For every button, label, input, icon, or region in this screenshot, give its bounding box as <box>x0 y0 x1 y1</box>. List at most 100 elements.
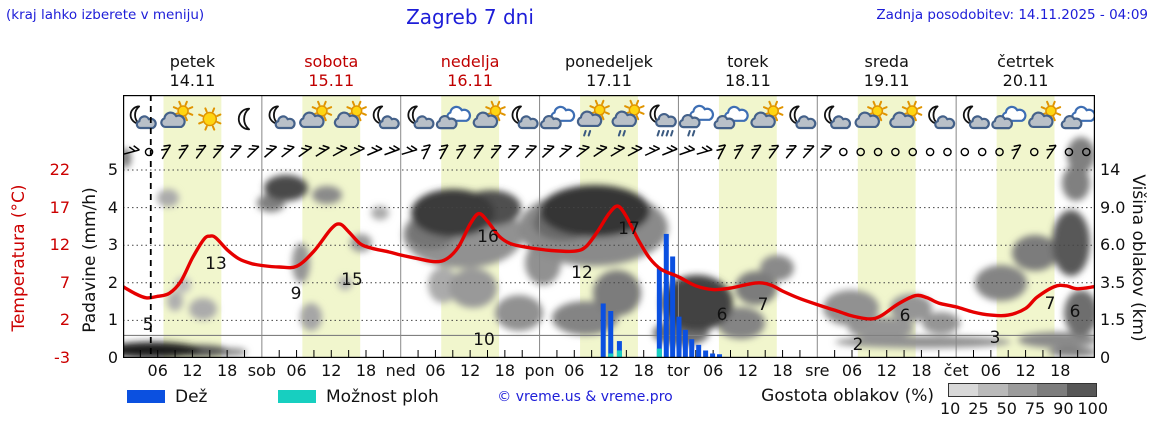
day-header-ponedeljek: ponedeljek 17.11 <box>540 52 679 90</box>
shower-legend-swatch <box>278 390 316 403</box>
density-tick-label: 10 <box>939 399 961 418</box>
credit-link[interactable]: © vreme.us & vreme.pro <box>497 389 673 405</box>
rain-bar <box>703 350 709 358</box>
density-tick-label: 90 <box>1053 399 1074 418</box>
wind-barb-icon <box>349 144 365 157</box>
weather-icon-cloud-sun <box>299 100 333 129</box>
time-tick-label: 18 <box>633 361 654 380</box>
page-title: Zagreb 7 dni <box>406 5 534 29</box>
weather-icon-moon-cloud <box>268 105 296 130</box>
weather-icon-clouds-rain <box>678 104 715 137</box>
weather-icon-moon-cloud <box>372 105 400 130</box>
rain-bar <box>663 233 669 358</box>
temp-axis-label: Temperatura (°C) <box>9 184 29 332</box>
daylight-band <box>996 95 1055 358</box>
time-tick-label: sre <box>805 361 830 380</box>
weather-icon-cloud-sun <box>854 100 888 129</box>
time-tick-label: 06 <box>425 361 446 380</box>
weather-icon-row <box>129 99 1095 137</box>
density-tick-label: 100 <box>1077 399 1109 418</box>
cloud-height-tick-label: 14 <box>1100 160 1121 179</box>
time-tick-label: pon <box>524 361 555 380</box>
wind-barb-icon <box>161 144 172 160</box>
time-tick-label: sob <box>247 361 276 380</box>
wind-barb-icon <box>507 145 520 159</box>
wind-barb-icon <box>802 144 815 159</box>
calm-wind-icon <box>144 147 154 157</box>
day-date: 16.11 <box>447 71 494 90</box>
temp-value-label: 17 <box>618 219 640 239</box>
rain-bar <box>608 311 614 358</box>
weather-icon-cloud-sun <box>333 100 367 129</box>
calm-wind-icon <box>908 147 918 157</box>
rain-bar <box>600 303 606 358</box>
rain-bar <box>682 329 688 358</box>
wind-barb-icon <box>524 144 537 159</box>
time-tick-label: 18 <box>1050 361 1071 380</box>
time-tick-label: tor <box>667 361 690 380</box>
wind-barb-icon <box>558 144 573 158</box>
density-tick-label: 25 <box>968 399 989 418</box>
temperature-curve <box>123 204 1095 321</box>
temp-value-label: 10 <box>473 330 495 350</box>
calm-wind-icon <box>977 147 987 157</box>
temp-tick-label: 12 <box>49 235 70 255</box>
weather-icon-moon-cloud <box>824 105 852 130</box>
time-tick-label: 06 <box>286 361 307 380</box>
density-swatch <box>949 384 979 396</box>
temp-value-label: 7 <box>1045 294 1056 314</box>
cloud-height-tick-label: 0 <box>1100 348 1111 367</box>
wind-barb-icon <box>384 144 400 156</box>
cloud-height-tick-label: 1.5 <box>1100 310 1126 330</box>
density-swatch <box>1037 384 1067 396</box>
density-swatch <box>978 384 1008 396</box>
weather-icon-moon-cloud <box>511 105 539 130</box>
temp-value-label: 2 <box>853 335 864 355</box>
rain-legend-label: Dež <box>175 387 208 407</box>
wind-barb-icon <box>733 144 744 160</box>
day-date: 19.11 <box>863 71 910 90</box>
location-hint[interactable]: (kraj lahko izberete v meniju) <box>6 7 205 23</box>
calm-wind-icon <box>891 147 900 157</box>
wind-barb-icon <box>298 144 313 158</box>
time-tick-label: ned <box>385 361 416 380</box>
rain-bar <box>656 267 662 358</box>
cloud-density-label: Gostota oblakov (%) <box>761 386 934 406</box>
time-tick-label: 12 <box>321 361 342 380</box>
time-tick-label: 06 <box>564 361 585 380</box>
weather-icon-cloud-sun <box>1028 100 1062 129</box>
temp-value-label: 13 <box>205 254 227 274</box>
temp-value-label: 7 <box>758 295 769 315</box>
time-tick-label: 12 <box>876 361 897 380</box>
time-tick-label: čet <box>943 361 969 380</box>
rain-bar <box>717 354 723 358</box>
wind-barb-icon <box>332 144 348 157</box>
cloud-height-tick-label: 6.0 <box>1100 235 1126 255</box>
density-tick-label: 75 <box>1024 399 1046 418</box>
calm-wind-icon <box>960 147 970 157</box>
precip-tick-label: 2 <box>107 272 118 292</box>
time-tick-label: 06 <box>702 361 724 380</box>
rain-bar <box>696 344 702 358</box>
wind-barb-icon <box>421 144 431 160</box>
weather-icon-moon-cloud <box>789 105 817 130</box>
wind-barb-icon <box>367 144 383 156</box>
time-tick-label: 18 <box>355 361 377 380</box>
wind-barb-icon <box>679 145 696 156</box>
weather-icon-moon-cloud <box>928 105 956 130</box>
day-header-petek: petek 14.11 <box>123 52 262 90</box>
temp-tick-label: 7 <box>59 272 70 292</box>
time-tick-label: 06 <box>147 361 168 380</box>
wind-barb-icon <box>281 144 295 158</box>
wind-barb-icon <box>716 144 727 160</box>
temp-tick-label: 17 <box>49 197 70 217</box>
time-tick-label: 12 <box>598 361 620 380</box>
density-tick-label: 50 <box>996 399 1017 418</box>
precip-bars <box>600 233 723 358</box>
time-tick-label: 12 <box>459 361 481 380</box>
weather-icon-cloud-sun <box>750 100 784 129</box>
day-date: 15.11 <box>308 71 355 90</box>
weather-icon-cloud-sun <box>472 100 506 129</box>
precip-tick-label: 5 <box>107 160 118 179</box>
